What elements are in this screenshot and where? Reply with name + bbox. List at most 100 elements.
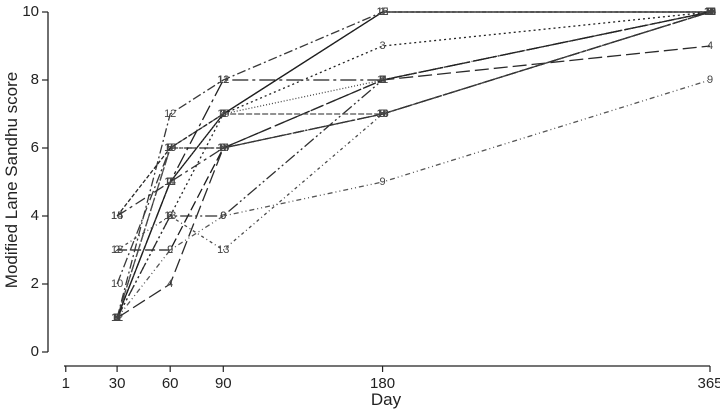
point-label-s6-p1: 6 [167, 210, 173, 222]
series-line-9 [116, 79, 711, 319]
y-tick-label: 2 [31, 275, 39, 292]
point-label-s3-p0: 3 [114, 312, 120, 324]
point-label-s10-p0: 10 [111, 278, 123, 290]
y-tick-label: 10 [22, 3, 39, 20]
point-label-s9-p0: 9 [114, 312, 120, 324]
series-line-8 [116, 11, 711, 319]
y-tick-label: 4 [31, 207, 39, 224]
point-label-s1-p3: 1 [380, 6, 386, 18]
point-label-s10-p2: 10 [217, 142, 229, 154]
point-label-s1-p4: 1 [707, 6, 713, 18]
series-line-1 [116, 11, 710, 319]
point-label-s12-p4: 12 [704, 6, 716, 18]
x-tick-label: 365 [697, 375, 720, 392]
series-group [116, 11, 711, 319]
point-label-s7-p1: 7 [167, 176, 173, 188]
point-label-s6-p4: 6 [707, 6, 713, 18]
series-line-7 [116, 11, 711, 319]
point-label-s15-p4: 15 [704, 6, 716, 18]
point-label-s15-p3: 15 [376, 6, 388, 18]
point-label-s14-p0: 14 [111, 210, 123, 222]
point-label-s13-p0: 13 [111, 244, 123, 256]
point-label-s6-p0: 6 [114, 312, 120, 324]
series-line-6 [116, 11, 711, 319]
point-label-s3-p2: 3 [220, 108, 226, 120]
point-label-s14-p4: 14 [704, 6, 716, 18]
point-label-s7-p0: 7 [114, 312, 120, 324]
point-label-s2-p3: 2 [380, 74, 386, 86]
point-label-s4-p1: 4 [167, 278, 173, 290]
series-line-15 [116, 11, 710, 217]
point-label-s9-p1: 9 [167, 244, 173, 256]
point-label-s14-p2: 14 [217, 142, 229, 154]
point-label-s13-p1: 13 [164, 210, 176, 222]
point-label-s2-p0: 2 [114, 244, 120, 256]
series-line-3 [116, 11, 711, 319]
x-tick-label: 60 [162, 375, 179, 392]
series-line-2 [117, 11, 711, 251]
point-label-s5-p1: 5 [167, 142, 173, 154]
point-label-s5-p4: 5 [707, 6, 713, 18]
point-label-s3-p4: 3 [707, 6, 713, 18]
point-label-s4-p3: 4 [380, 74, 386, 86]
point-label-s6-p2: 6 [220, 210, 226, 222]
y-tick-label: 8 [31, 71, 39, 88]
point-label-s11-p0: 11 [111, 312, 122, 324]
point-label-s12-p3: 12 [376, 6, 388, 18]
point-label-s3-p3: 3 [380, 40, 386, 52]
point-label-s5-p0: 5 [114, 312, 120, 324]
point-label-s3-p1: 3 [167, 210, 173, 222]
point-label-s14-p1: 14 [164, 176, 176, 188]
series-line-11 [116, 11, 711, 319]
point-label-s5-p3: 5 [380, 108, 386, 120]
point-label-s8-p4: 8 [707, 6, 713, 18]
point-label-s7-p2: 7 [220, 108, 226, 120]
point-label-s13-p2: 13 [217, 244, 229, 256]
point-label-s13-p3: 13 [376, 108, 388, 120]
y-tick-label: 6 [31, 139, 39, 156]
series-line-10 [116, 11, 711, 285]
x-tick-label: 180 [370, 375, 395, 392]
point-label-s9-p3: 9 [380, 176, 386, 188]
point-label-s1-p1: 1 [167, 176, 173, 188]
point-label-s2-p1: 2 [167, 244, 173, 256]
point-label-s15-p2: 15 [217, 108, 229, 120]
point-label-s7-p3: 7 [380, 74, 386, 86]
point-label-s9-p4: 9 [707, 74, 713, 86]
point-label-s15-p0: 15 [111, 210, 123, 222]
point-label-s4-p4: 4 [707, 40, 713, 52]
point-label-s11-p2: 11 [218, 74, 229, 86]
y-axis-title: Modified Lane Sandhu score [2, 72, 21, 288]
point-label-s10-p1: 10 [164, 142, 176, 154]
point-label-s8-p2: 8 [220, 108, 226, 120]
x-tick-label: 30 [109, 375, 126, 392]
point-label-s8-p3: 8 [380, 108, 386, 120]
x-axis-title: Day [371, 390, 402, 409]
point-label-s1-p0: 1 [114, 312, 120, 324]
series-line-12 [116, 11, 710, 319]
point-label-s2-p4: 2 [707, 6, 713, 18]
point-label-s12-p0: 12 [111, 312, 123, 324]
series-line-14 [116, 11, 711, 217]
point-label-s2-p2: 2 [220, 142, 226, 154]
point-label-s7-p4: 7 [707, 6, 713, 18]
point-label-s4-p0: 4 [114, 312, 120, 324]
point-label-s8-p1: 8 [167, 142, 173, 154]
point-label-s11-p3: 11 [377, 74, 388, 86]
point-label-s1-p2: 1 [220, 108, 226, 120]
x-tick-label: 1 [62, 375, 70, 392]
series-line-13 [116, 11, 711, 251]
point-label-s9-p2: 9 [220, 210, 226, 222]
series-line-5 [116, 11, 711, 319]
point-label-s10-p4: 10 [704, 6, 716, 18]
point-label-s15-p1: 15 [164, 142, 176, 154]
point-label-s10-p3: 10 [376, 108, 388, 120]
x-tick-label: 90 [215, 375, 232, 392]
point-label-s11-p1: 11 [164, 176, 175, 188]
point-label-s5-p2: 5 [220, 142, 226, 154]
point-label-s6-p3: 6 [380, 74, 386, 86]
